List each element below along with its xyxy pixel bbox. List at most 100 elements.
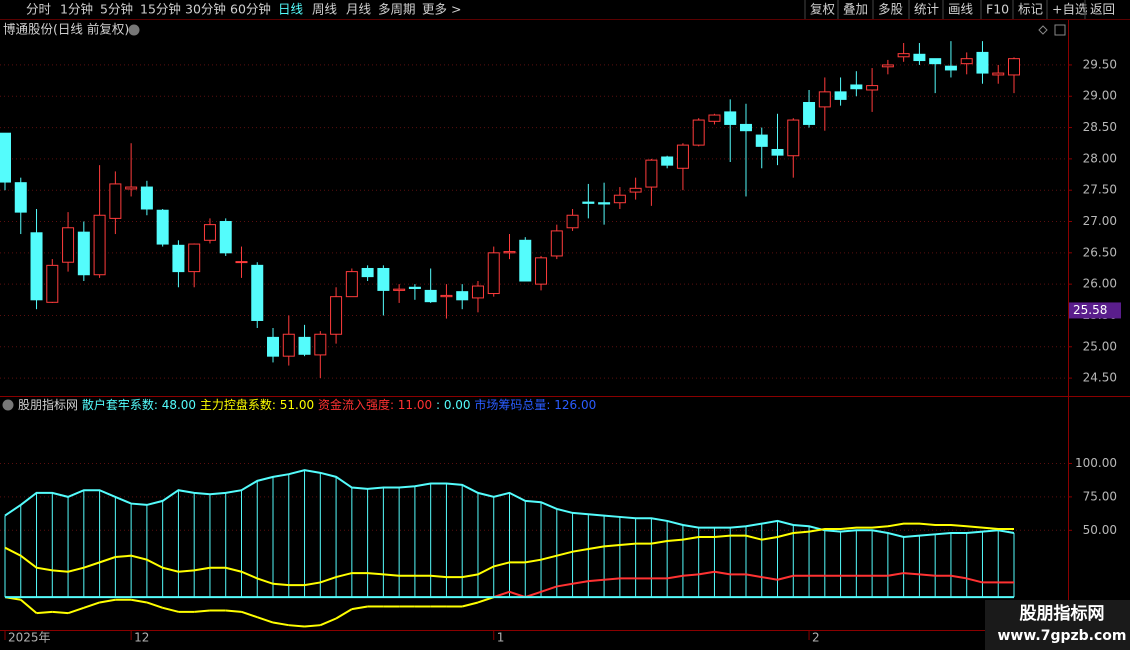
candle-body [172, 244, 185, 273]
toolbar-tab[interactable]: 月线 [346, 2, 372, 17]
y-tick-label: 26.50 [1083, 245, 1117, 259]
candle-body [156, 209, 169, 245]
toolbar-button[interactable]: 复权 [810, 2, 836, 17]
toolbar-button[interactable]: 标记 [1018, 2, 1044, 17]
candle-body [219, 221, 232, 254]
line-segment [588, 578, 605, 583]
candle-body [582, 201, 595, 204]
diamond-icon[interactable] [1038, 25, 1048, 35]
candle-body [46, 264, 59, 303]
x-tick-label: 2025年 [8, 631, 51, 645]
candle-body [944, 65, 957, 71]
dropdown-icon[interactable] [2, 399, 14, 411]
candle-body [613, 194, 626, 204]
line-segment [966, 577, 983, 584]
y-tick-label: 26.00 [1083, 277, 1117, 291]
candle-body [787, 119, 800, 157]
line-segment [919, 573, 936, 577]
dropdown-icon[interactable] [128, 24, 140, 36]
candle-body [456, 291, 469, 301]
candle-body [440, 294, 453, 298]
legend-entry: 市场筹码总量: 126.00 [474, 397, 596, 412]
line-segment [83, 601, 100, 609]
candle-body [345, 271, 358, 298]
legend-entry: 主力控盘系数: 51.00 [200, 397, 314, 412]
toolbar-button[interactable]: 返回 [1090, 2, 1115, 17]
line-segment [461, 601, 479, 608]
candle-body [251, 264, 264, 321]
candle-body [992, 72, 1005, 76]
line-segment [761, 576, 778, 581]
toolbar-tab[interactable]: 15分钟 [140, 2, 181, 17]
line-segment [194, 609, 211, 613]
legend-entry: : 0.00 [436, 398, 471, 412]
toolbar-tab[interactable]: 1分钟 [60, 2, 93, 17]
candle-body [125, 186, 138, 190]
toolbar-tab[interactable]: 5分钟 [100, 2, 133, 17]
toolbar-tab[interactable]: 周线 [312, 2, 338, 17]
candle-body [393, 288, 406, 291]
line-segment [99, 598, 116, 604]
toolbar-button[interactable]: 统计 [914, 2, 939, 17]
candle-body [203, 224, 216, 241]
candle-body [519, 239, 532, 282]
toolbar-button[interactable]: 多股 [878, 2, 904, 17]
toolbar-tab[interactable]: 多周期 [378, 2, 416, 17]
line-segment [335, 608, 353, 620]
candle-body [503, 251, 516, 254]
line-segment [256, 616, 274, 624]
legend-entry: 散户套牢系数: 48.00 [82, 397, 196, 412]
toolbar-button[interactable]: F10 [986, 2, 1009, 17]
toolbar-tab[interactable]: 60分钟 [230, 2, 271, 17]
candle-body [661, 156, 674, 166]
y-tick-label: 29.50 [1083, 57, 1117, 71]
toolbar-tab[interactable]: 日线 [278, 2, 304, 17]
panel-icon[interactable] [1054, 24, 1066, 36]
candle-body [724, 111, 737, 125]
line-segment [556, 582, 573, 588]
candle-body [676, 144, 689, 169]
line-segment [130, 598, 148, 604]
last-price-tag [1069, 302, 1121, 319]
candle-body [803, 102, 816, 125]
toolbar-button[interactable]: 画线 [948, 2, 974, 17]
candle-body [1008, 58, 1020, 76]
candle-body [771, 148, 784, 156]
candle-body [361, 267, 374, 278]
line-segment [272, 621, 289, 627]
line-segment [304, 624, 321, 628]
legend: 股朋指标网 散户套牢系数: 48.00 主力控盘系数: 51.00 资金流入强度… [18, 397, 596, 412]
line-segment [162, 606, 179, 613]
candle-body [913, 53, 926, 62]
x-tick-label: 12 [134, 631, 149, 645]
line-segment [36, 610, 53, 615]
candle-body [140, 186, 153, 210]
candle-body [30, 232, 43, 301]
candle-body [377, 267, 390, 291]
toolbar-tab[interactable]: 更多 > [422, 2, 461, 17]
line-segment [887, 572, 904, 577]
toolbar-button[interactable]: 叠加 [843, 2, 868, 17]
line-segment [67, 606, 85, 615]
line-segment [714, 570, 731, 576]
candle-body [471, 285, 484, 299]
toolbar-button[interactable]: +自选 [1052, 2, 1088, 17]
watermark-title: 股朋指标网 [1020, 603, 1105, 624]
toolbar-tab[interactable]: 30分钟 [185, 2, 226, 17]
candle-body [960, 58, 973, 65]
candle-body [897, 53, 910, 58]
candle-body [976, 51, 989, 74]
line-segment [146, 601, 163, 609]
candle-body [298, 336, 311, 355]
candle-body [188, 243, 201, 273]
line-segment [777, 574, 794, 581]
candle-body [566, 214, 579, 229]
candle-body [818, 91, 831, 108]
line-segment [604, 577, 620, 581]
series-line [4, 522, 1014, 587]
watermark-url: www.7gpzb.com [997, 628, 1126, 644]
candle-body [0, 132, 11, 183]
toolbar-tab[interactable]: 分时 [26, 2, 52, 17]
line-segment [950, 574, 967, 580]
